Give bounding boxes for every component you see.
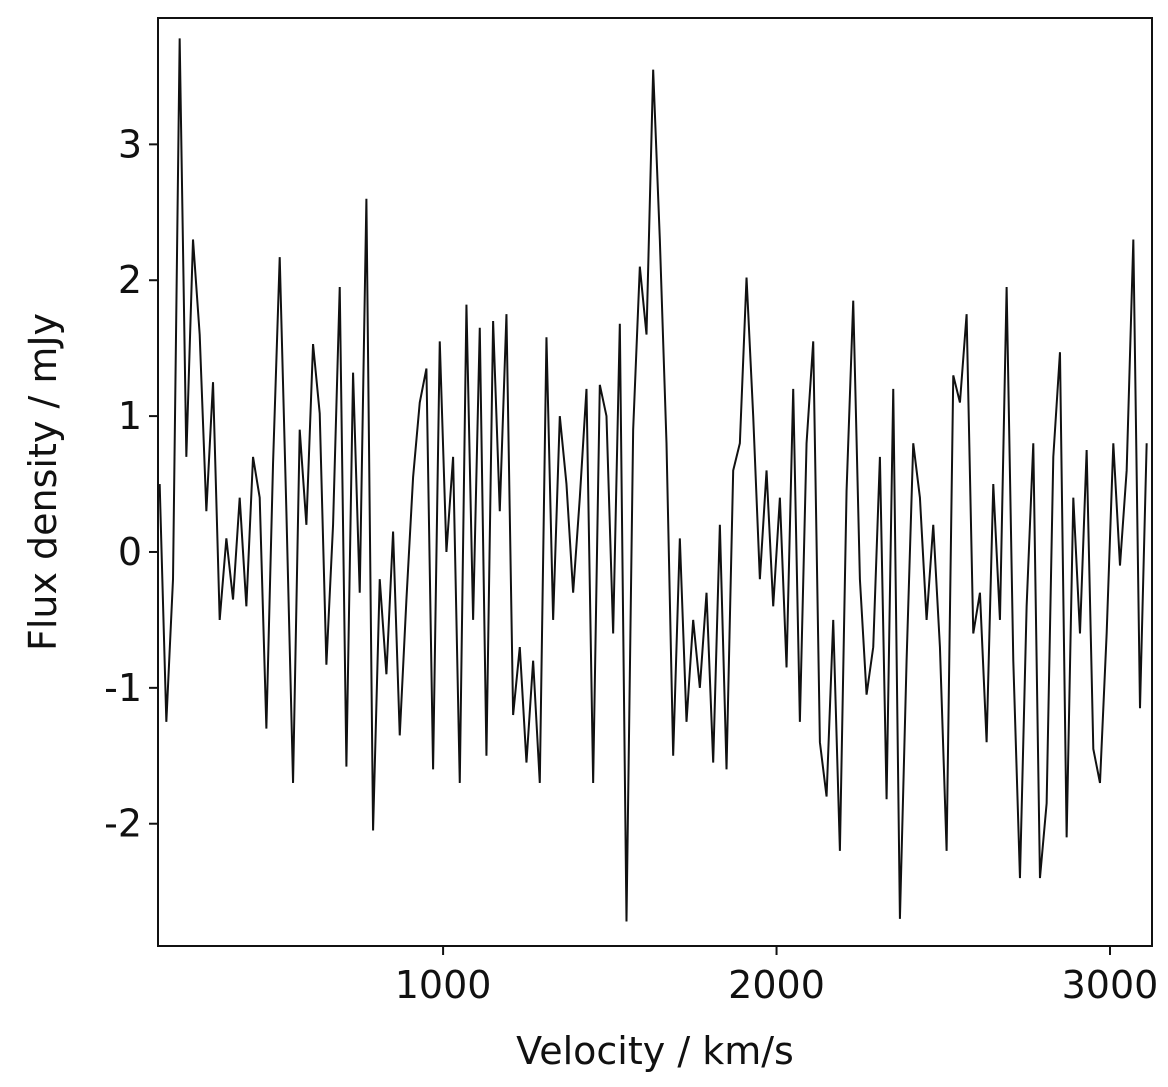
y-tick-label: 0 [118, 530, 142, 574]
plot-frame [157, 17, 1153, 947]
y-tick-label: 2 [118, 258, 142, 302]
x-axis-label: Velocity / km/s [516, 1029, 794, 1073]
x-tick-label: 2000 [728, 963, 825, 1007]
x-tick-label: 3000 [1062, 963, 1159, 1007]
y-tick-label: 3 [118, 122, 142, 166]
y-tick-label: -2 [104, 802, 142, 846]
spectrum-line [158, 38, 1148, 922]
y-axis-label: Flux density / mJy [21, 313, 65, 651]
y-tick-label: -1 [104, 666, 142, 710]
y-tick-label: 1 [118, 394, 142, 438]
x-tick-label: 1000 [395, 963, 492, 1007]
